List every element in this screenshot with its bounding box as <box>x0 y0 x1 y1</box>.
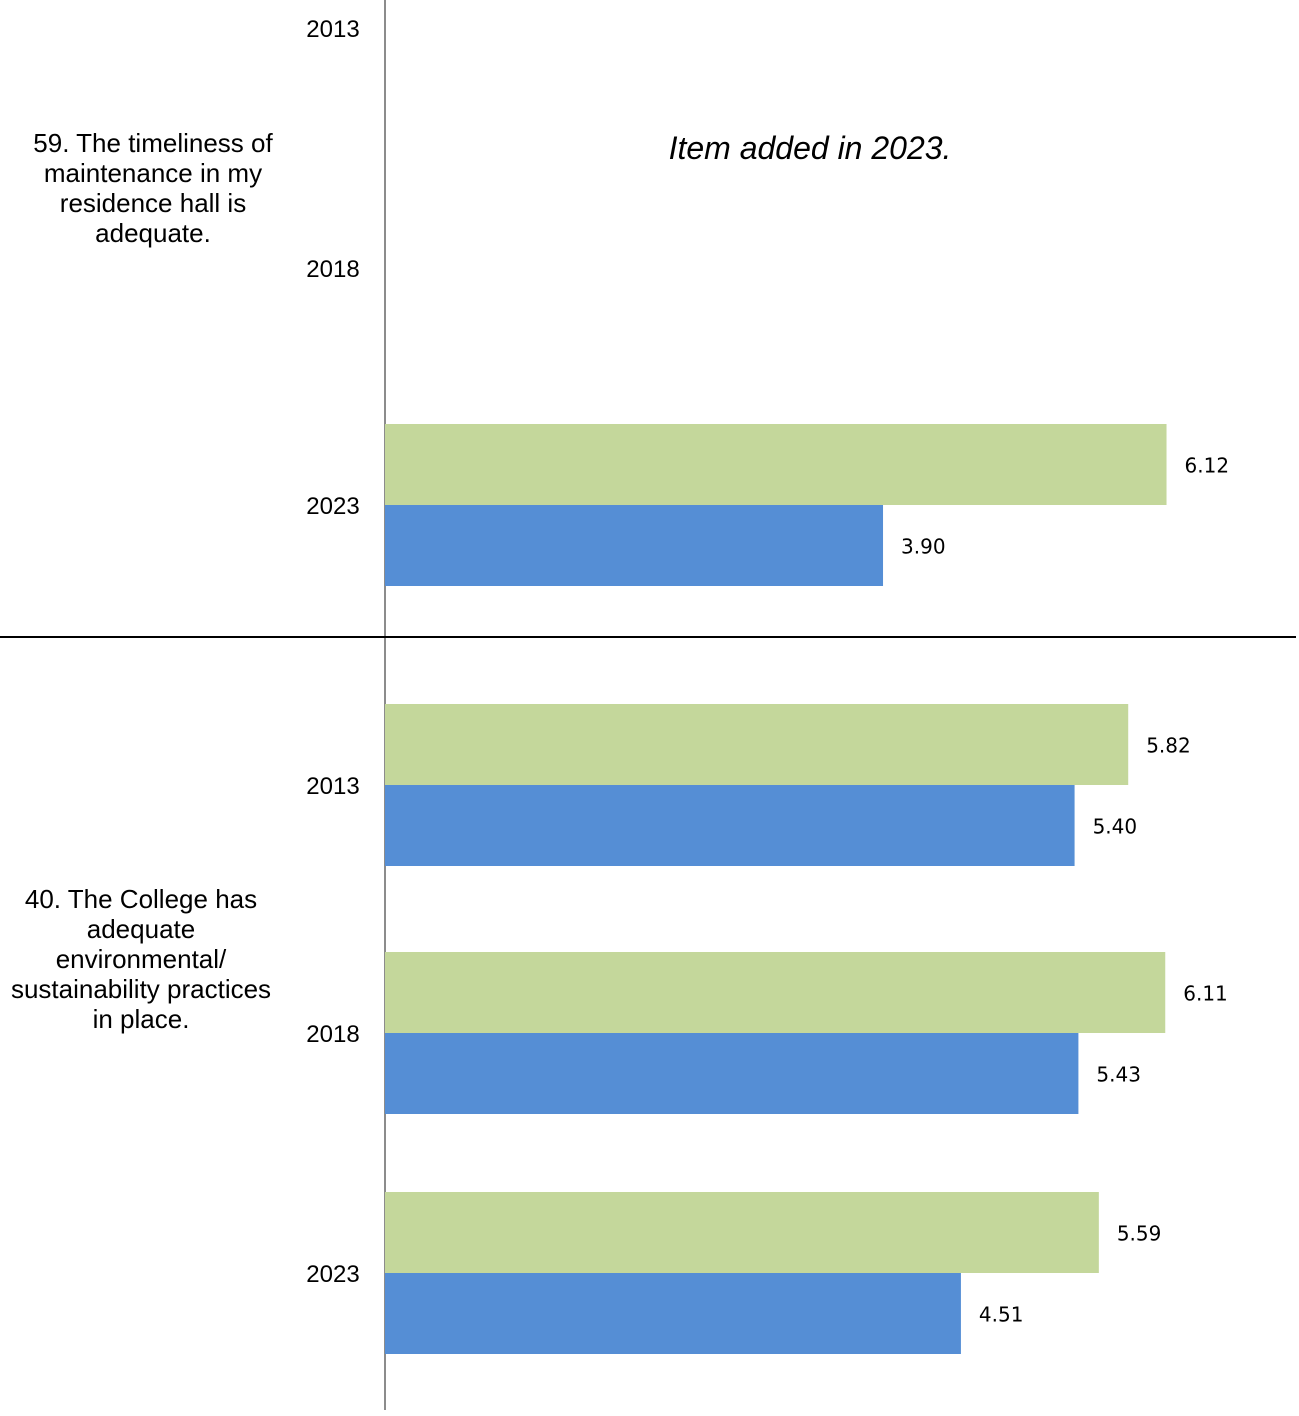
bar-2018-series-1 <box>385 952 1166 1033</box>
data-label-2023-series-1: 6.12 <box>1185 454 1230 478</box>
category-label-2023: 2023 <box>306 1261 359 1288</box>
bar-2023-series-1 <box>385 424 1167 505</box>
bar-2013-series-1 <box>385 704 1129 785</box>
data-label-2023-series-2: 3.90 <box>901 535 946 559</box>
bar-2023-series-2 <box>385 505 884 586</box>
category-label-2018: 2018 <box>306 256 359 283</box>
data-label-2023-series-2: 4.51 <box>979 1303 1024 1327</box>
category-label-2013: 2013 <box>306 16 359 43</box>
category-label-2013: 2013 <box>306 773 359 800</box>
data-label-2013-series-1: 5.82 <box>1146 734 1191 758</box>
bar-2018-series-2 <box>385 1033 1079 1114</box>
question-label-59: 59. The timeliness of maintenance in my … <box>33 128 273 248</box>
bar-2023-series-1 <box>385 1192 1099 1273</box>
chart-marks: 2013 2018 2023 6.12 3.90 2013 5.82 5.40 2018 6.11… <box>306 16 1229 1354</box>
data-label-2023-series-1: 5.59 <box>1117 1222 1162 1246</box>
item-added-note: Item added in 2023. <box>668 130 952 166</box>
category-label-2018: 2018 <box>306 1021 359 1048</box>
bar-2013-series-2 <box>385 785 1075 866</box>
bar-2023-series-2 <box>385 1273 961 1354</box>
category-label-2023: 2023 <box>306 493 359 520</box>
question-label-40: 40. The College has adequate environment… <box>10 884 272 1034</box>
data-label-2018-series-1: 6.11 <box>1183 982 1228 1006</box>
data-label-2013-series-2: 5.40 <box>1093 815 1138 839</box>
data-label-2018-series-2: 5.43 <box>1096 1063 1141 1087</box>
